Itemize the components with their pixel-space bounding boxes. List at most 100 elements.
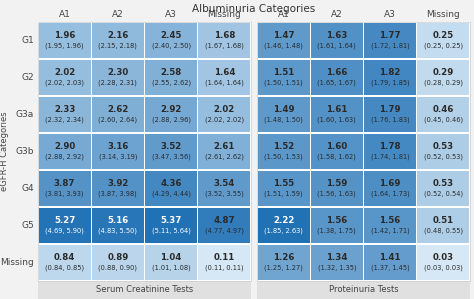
Text: (1.76, 1.83): (1.76, 1.83) [371,116,410,123]
Bar [39,60,91,95]
Text: (1.42, 1.71): (1.42, 1.71) [371,227,410,234]
Text: (0.25, 0.25): (0.25, 0.25) [424,42,463,48]
Text: 3.87: 3.87 [54,179,75,188]
Text: 1.69: 1.69 [380,179,401,188]
Bar [92,171,144,206]
Text: (1.85, 2.63): (1.85, 2.63) [264,227,303,234]
Text: 1.60: 1.60 [326,142,347,151]
Bar [38,22,251,281]
Text: (2.28, 2.31): (2.28, 2.31) [99,79,137,86]
Text: 0.46: 0.46 [433,105,454,114]
Bar [418,245,469,280]
Text: (2.02, 2.02): (2.02, 2.02) [205,116,244,123]
Bar [418,60,469,95]
Text: (1.50, 1.51): (1.50, 1.51) [264,79,303,86]
Bar [92,134,144,169]
Text: G5: G5 [21,221,34,230]
Text: 1.59: 1.59 [326,179,347,188]
Text: (2.88, 2.96): (2.88, 2.96) [152,116,191,123]
Text: (1.32, 1.35): (1.32, 1.35) [318,264,356,271]
Bar [39,171,91,206]
Text: 0.29: 0.29 [433,68,454,77]
Text: (0.28, 0.29): (0.28, 0.29) [424,79,463,86]
Text: Serum Creatinine Tests: Serum Creatinine Tests [96,286,193,295]
Text: (1.48, 1.50): (1.48, 1.50) [264,116,303,123]
Text: 1.68: 1.68 [214,31,235,40]
Bar [145,23,197,58]
Text: 1.41: 1.41 [379,253,401,262]
Bar [199,208,250,243]
Text: 0.25: 0.25 [433,31,454,40]
Text: (0.48, 0.55): (0.48, 0.55) [424,227,463,234]
Text: 1.79: 1.79 [379,105,401,114]
Bar [145,208,197,243]
Text: 1.47: 1.47 [273,31,294,40]
Text: A3: A3 [165,10,177,19]
Text: 3.52: 3.52 [161,142,182,151]
Text: G3a: G3a [16,110,34,119]
Text: (1.25, 1.27): (1.25, 1.27) [264,264,303,271]
Text: (0.88, 0.90): (0.88, 0.90) [99,264,137,271]
Text: (1.38, 1.75): (1.38, 1.75) [318,227,356,234]
Bar [38,281,251,299]
Text: 2.30: 2.30 [107,68,128,77]
Bar [311,171,363,206]
Bar [38,22,251,281]
Text: 1.26: 1.26 [273,253,294,262]
Text: eGFR-H Categories: eGFR-H Categories [0,112,9,191]
Text: 0.53: 0.53 [433,142,454,151]
Text: 1.34: 1.34 [326,253,347,262]
Bar [258,134,310,169]
Bar [39,208,91,243]
Text: 0.11: 0.11 [214,253,235,262]
Text: 1.56: 1.56 [326,216,347,225]
Bar [92,97,144,132]
Text: (0.03, 0.03): (0.03, 0.03) [424,264,463,271]
Text: 2.33: 2.33 [54,105,75,114]
Text: Albuminuria Categories: Albuminuria Categories [192,4,316,14]
Text: 1.56: 1.56 [380,216,401,225]
Bar [199,97,250,132]
Bar [145,60,197,95]
Bar [92,23,144,58]
Text: (3.81, 3.93): (3.81, 3.93) [46,190,84,196]
Text: (0.52, 0.53): (0.52, 0.53) [424,153,463,160]
Text: Missing: Missing [427,10,460,19]
Text: (1.46, 1.48): (1.46, 1.48) [264,42,303,48]
Text: (5.11, 5.64): (5.11, 5.64) [152,227,191,234]
Text: 5.37: 5.37 [160,216,182,225]
Text: 1.61: 1.61 [326,105,347,114]
Text: 1.64: 1.64 [214,68,235,77]
Text: 2.22: 2.22 [273,216,294,225]
Bar [199,245,250,280]
Bar [364,60,416,95]
Bar [257,22,470,281]
Bar [311,23,363,58]
Text: (0.11, 0.11): (0.11, 0.11) [205,264,244,271]
Text: 3.16: 3.16 [107,142,128,151]
Text: (0.52, 0.54): (0.52, 0.54) [424,190,463,196]
Text: 1.96: 1.96 [54,31,75,40]
Text: 1.82: 1.82 [380,68,401,77]
Bar [199,171,250,206]
Text: Proteinuria Tests: Proteinuria Tests [328,286,398,295]
Text: (1.64, 1.64): (1.64, 1.64) [205,79,244,86]
Bar [364,245,416,280]
Text: Missing: Missing [208,10,241,19]
Text: (1.56, 1.63): (1.56, 1.63) [318,190,356,196]
Bar [418,134,469,169]
Text: (2.40, 2.50): (2.40, 2.50) [152,42,191,48]
Bar [364,208,416,243]
Text: 0.03: 0.03 [433,253,454,262]
Bar [145,171,197,206]
Bar [199,60,250,95]
Text: (1.64, 1.73): (1.64, 1.73) [371,190,410,196]
Text: 4.87: 4.87 [214,216,235,225]
Text: 3.92: 3.92 [107,179,128,188]
Text: (4.69, 5.90): (4.69, 5.90) [45,227,84,234]
Text: 2.61: 2.61 [214,142,235,151]
Text: (3.52, 3.55): (3.52, 3.55) [205,190,244,196]
Bar [145,245,197,280]
Bar [311,97,363,132]
Text: 2.16: 2.16 [107,31,128,40]
